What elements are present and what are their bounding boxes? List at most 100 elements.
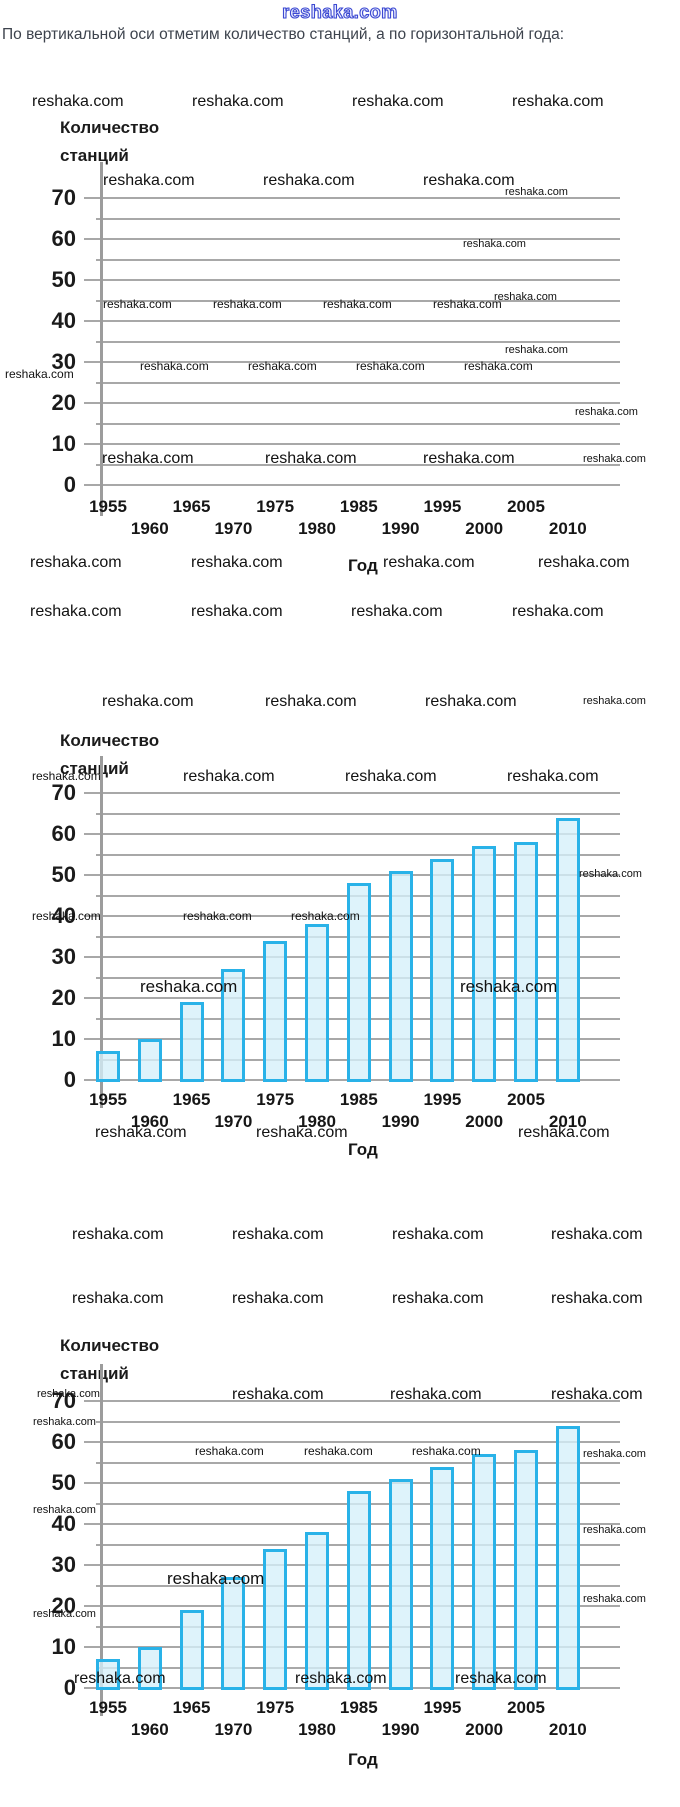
watermark: reshaka.com [32, 93, 124, 110]
chart1-gridline [96, 422, 620, 425]
watermark: reshaka.com [33, 1504, 96, 1516]
watermark: reshaka.com [512, 603, 604, 620]
chart3-gridline [96, 1461, 620, 1464]
chart3-x-tick-label: 1960 [130, 1720, 169, 1739]
chart3-bar-1985 [346, 1491, 371, 1690]
chart2-bar-2005 [514, 842, 538, 1082]
chart1-gridline [84, 361, 620, 363]
chart2-y-tick-label: 40 [51, 903, 76, 928]
chart3-y-tick-label: 60 [51, 1429, 76, 1454]
watermark: reshaka.com [5, 367, 74, 381]
watermark: reshaka.com [103, 297, 172, 311]
watermark: reshaka.com [30, 603, 122, 620]
chart1-y-axis-title: Количество [60, 118, 160, 137]
watermark: reshaka.com [103, 172, 195, 189]
chart1-y-tick-label: 30 [51, 349, 76, 374]
page-heading: По вертикальной оси отметим количество с… [2, 26, 565, 43]
watermark: reshaka.com [213, 297, 282, 311]
chart3-y-axis [100, 1364, 103, 1716]
chart2-bar-1970 [221, 969, 246, 1082]
chart3-bar-2010 [555, 1425, 580, 1690]
chart1-x-tick-label: 1975 [256, 497, 295, 516]
chart1-y-axis [100, 162, 103, 516]
chart1-x-tick-label: 1985 [339, 497, 378, 516]
chart2-bar-1995 [430, 858, 455, 1082]
chart2-gridline [84, 874, 620, 876]
chart2-y-tick-label: 10 [51, 1026, 76, 1051]
chart3-bar-1970 [221, 1577, 246, 1690]
chart1-x-tick-label: 1955 [89, 497, 127, 516]
chart1-gridline [84, 484, 620, 486]
chart3-x-tick-label: 1970 [214, 1720, 253, 1739]
watermark: reshaka.com [102, 450, 194, 467]
watermark: reshaka.com [140, 359, 209, 373]
chart3-y-tick-label: 10 [51, 1634, 76, 1659]
watermark: reshaka.com [425, 693, 517, 710]
watermark: reshaka.com [505, 186, 568, 198]
watermark: reshaka.com [304, 1444, 373, 1458]
watermark: reshaka.com [256, 1124, 348, 1141]
chart2-gridline [96, 853, 620, 856]
watermark: reshaka.com [507, 768, 599, 785]
watermark: reshaka.com [551, 1386, 643, 1403]
chart1-gridline [84, 443, 620, 445]
watermark: reshaka.com [583, 1593, 646, 1605]
chart2-x-tick-label: 2005 [507, 1090, 545, 1109]
chart1-x-tick-label: 1960 [130, 519, 169, 538]
chart2-bar-1990 [388, 870, 413, 1082]
chart1-gridline [96, 299, 620, 302]
chart3-x-tick-label: 1965 [172, 1698, 211, 1717]
chart2-bar-1980 [305, 924, 329, 1082]
watermark: reshaka.com [392, 1226, 484, 1243]
watermark: reshaka.com [195, 1444, 264, 1458]
watermark: reshaka.com [295, 1670, 387, 1687]
chart2-y-tick-label: 70 [51, 780, 76, 805]
chart2-y-tick-label: 0 [63, 1067, 76, 1092]
chart2-x-tick-label: 1995 [423, 1090, 462, 1109]
watermark: reshaka.com [32, 769, 101, 783]
watermark: reshaka.com [505, 344, 568, 356]
chart2-gridline [84, 792, 620, 794]
chart3-bar-1975 [263, 1548, 288, 1690]
chart2-x-tick-label: 1960 [130, 1112, 169, 1131]
watermark: reshaka.com [248, 359, 317, 373]
chart1-x-tick-label: 1980 [298, 519, 336, 538]
watermark: reshaka.com [183, 768, 275, 785]
watermark: reshaka.com [265, 450, 357, 467]
chart3-y-axis-title: станций [60, 1364, 129, 1383]
watermark: reshaka.com [463, 238, 526, 250]
watermark: reshaka.com [191, 554, 283, 571]
watermark: reshaka.com [423, 172, 515, 189]
watermark: reshaka.com [291, 909, 360, 923]
chart2-x-tick-label: 1985 [339, 1090, 378, 1109]
chart3-y-tick-label: 40 [51, 1511, 76, 1536]
chart3-bar-1995 [430, 1466, 455, 1690]
chart1-gridline [96, 217, 620, 220]
chart3-gridline [84, 1482, 620, 1484]
chart1-y-tick-label: 10 [51, 431, 76, 456]
watermark: reshaka.com [583, 1448, 646, 1460]
chart3-y-axis-title: Количество [60, 1336, 160, 1355]
chart3-x-tick-label: 1980 [298, 1720, 336, 1739]
chart2-bar-1955 [96, 1051, 120, 1082]
chart1-x-tick-label: 1970 [214, 519, 253, 538]
chart1-x-axis-label: Год [348, 556, 378, 575]
watermark: reshaka.com [33, 1608, 96, 1620]
chart2-y-axis-title: Количество [60, 731, 160, 750]
watermark: reshaka.com [192, 93, 284, 110]
chart1-y-tick-label: 50 [51, 267, 76, 292]
chart1-gridline [84, 279, 620, 281]
chart2-bar-1975 [263, 940, 288, 1082]
chart3-bar-1990 [388, 1478, 413, 1690]
site-watermark: reshaka.com [282, 1, 398, 22]
chart1-x-tick-label: 2005 [507, 497, 545, 516]
chart1-gridline [84, 238, 620, 240]
chart1-y-tick-label: 60 [51, 226, 76, 251]
chart2-gridline [84, 833, 620, 835]
chart2-y-axis-title: станций [60, 759, 129, 778]
chart3-bar-1965 [179, 1610, 204, 1690]
chart1-y-tick-label: 20 [51, 390, 76, 415]
chart1-y-axis-title: станций [60, 146, 129, 165]
watermark: reshaka.com [423, 450, 515, 467]
